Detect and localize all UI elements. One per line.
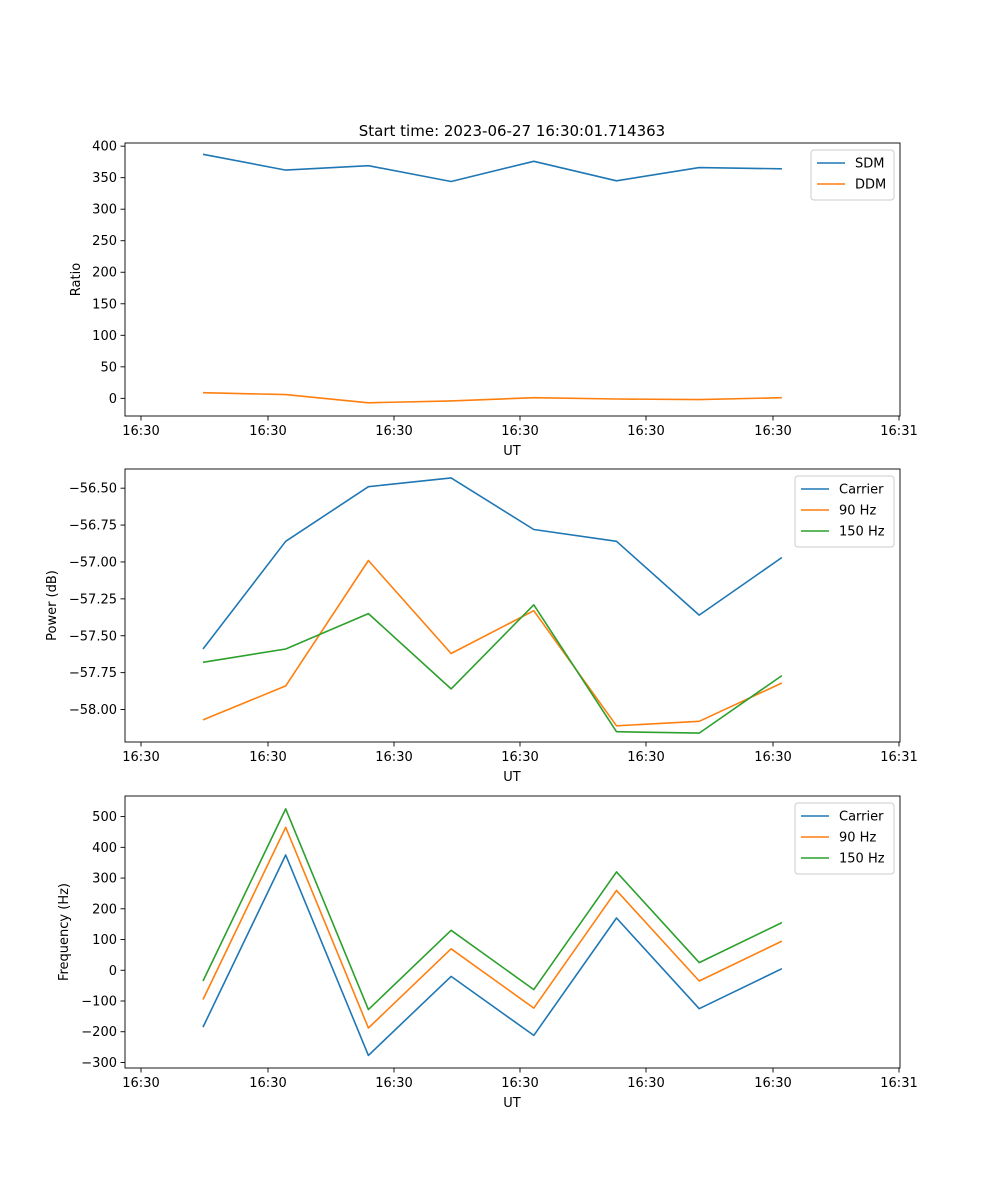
- y-tick-label: 400: [92, 841, 117, 856]
- x-tick-label: 16:30: [249, 424, 286, 439]
- legend: SDM DDM: [810, 149, 895, 201]
- legend-label: Carrier: [839, 483, 884, 498]
- axes-frame: [124, 795, 901, 1069]
- y-tick-label: 300: [92, 872, 117, 887]
- y-tick-label: −58.00: [69, 703, 117, 718]
- x-tick-label: 16:30: [249, 750, 286, 765]
- series-line-150-hz: [202, 603, 783, 734]
- y-tick-label: 350: [92, 171, 117, 186]
- y-tick-label: −57.75: [69, 666, 117, 681]
- legend-label: SDM: [855, 157, 884, 172]
- y-tick-label: −200: [81, 1025, 117, 1040]
- y-tick-label: 200: [92, 902, 117, 917]
- y-tick-label: 250: [92, 234, 117, 249]
- figure-title: Start time: 2023-06-27 16:30:01.714363: [359, 122, 665, 140]
- legend: Carrier 90 Hz 150 Hz: [794, 802, 895, 875]
- y-tick-label: 0: [109, 392, 117, 407]
- legend: Carrier 90 Hz 150 Hz: [794, 475, 895, 548]
- x-tick-label: 16:30: [122, 1076, 159, 1091]
- y-tick-label: 200: [92, 266, 117, 281]
- x-tick-label: 16:31: [880, 1076, 917, 1091]
- x-tick-label: 16:30: [754, 424, 791, 439]
- x-tick-label: 16:30: [122, 424, 159, 439]
- y-tick-label: −100: [81, 994, 117, 1009]
- legend-box: [794, 802, 895, 875]
- y-tick-label: 100: [92, 329, 117, 344]
- x-tick-label: 16:30: [627, 1076, 664, 1091]
- series-line-90-hz: [202, 826, 783, 1029]
- x-tick-label: 16:30: [627, 750, 664, 765]
- legend-label: 90 Hz: [839, 504, 876, 519]
- chart-panel-3: 16:30 16:30 16:30 16:30 16:30 16:30 16:31 −300 −…: [57, 795, 918, 1111]
- series-line-ddm: [202, 391, 782, 404]
- legend-label: Carrier: [839, 810, 884, 825]
- axes-frame: [124, 142, 901, 417]
- series-line-90-hz: [202, 559, 783, 727]
- series-line-sdm: [202, 153, 782, 183]
- y-axis-label: Power (dB): [45, 570, 60, 641]
- series-line-carrier: [202, 477, 783, 650]
- y-tick-label: −56.75: [69, 519, 117, 534]
- y-tick-label: 100: [92, 933, 117, 948]
- x-axis-label: UT: [503, 770, 521, 785]
- x-tick-label: 16:30: [501, 1076, 538, 1091]
- y-tick-label: 0: [109, 964, 117, 979]
- y-tick-label: −57.25: [69, 592, 117, 607]
- x-tick-label: 16:30: [375, 424, 412, 439]
- chart-panel-1: 16:30 16:30 16:30 16:30 16:30 16:30 16:31 0 50 10…: [69, 140, 918, 459]
- x-tick-label: 16:30: [754, 1076, 791, 1091]
- axes-frame: [124, 468, 901, 743]
- x-tick-label: 16:30: [122, 750, 159, 765]
- legend-label: 150 Hz: [839, 525, 885, 540]
- x-tick-label: 16:30: [627, 424, 664, 439]
- y-tick-label: −57.50: [69, 629, 117, 644]
- legend-label: 90 Hz: [839, 831, 876, 846]
- y-tick-label: −57.00: [69, 555, 117, 570]
- y-tick-label: −300: [81, 1056, 117, 1071]
- x-tick-label: 16:30: [754, 750, 791, 765]
- y-tick-label: 400: [92, 140, 117, 155]
- y-tick-label: −56.50: [69, 482, 117, 497]
- legend-label: DDM: [855, 178, 886, 193]
- x-tick-label: 16:30: [375, 1076, 412, 1091]
- series-line-150-hz: [202, 808, 783, 1011]
- x-tick-label: 16:31: [880, 424, 917, 439]
- x-axis-label: UT: [503, 1096, 521, 1111]
- y-axis-label: Frequency (Hz): [57, 883, 72, 981]
- x-tick-label: 16:30: [375, 750, 412, 765]
- chart-panel-2: 16:30 16:30 16:30 16:30 16:30 16:30 16:31 −58.0…: [45, 468, 918, 785]
- x-axis-label: UT: [503, 444, 521, 459]
- x-tick-label: 16:31: [880, 750, 917, 765]
- legend-box: [794, 475, 895, 548]
- x-tick-label: 16:30: [501, 750, 538, 765]
- y-tick-label: 150: [92, 297, 117, 312]
- y-tick-label: 300: [92, 203, 117, 218]
- x-tick-label: 16:30: [501, 424, 538, 439]
- x-tick-label: 16:30: [249, 1076, 286, 1091]
- series-line-carrier: [202, 854, 783, 1057]
- y-tick-label: 500: [92, 810, 117, 825]
- y-axis-label: Ratio: [69, 263, 84, 296]
- legend-label: 150 Hz: [839, 852, 885, 867]
- y-tick-label: 50: [100, 360, 117, 375]
